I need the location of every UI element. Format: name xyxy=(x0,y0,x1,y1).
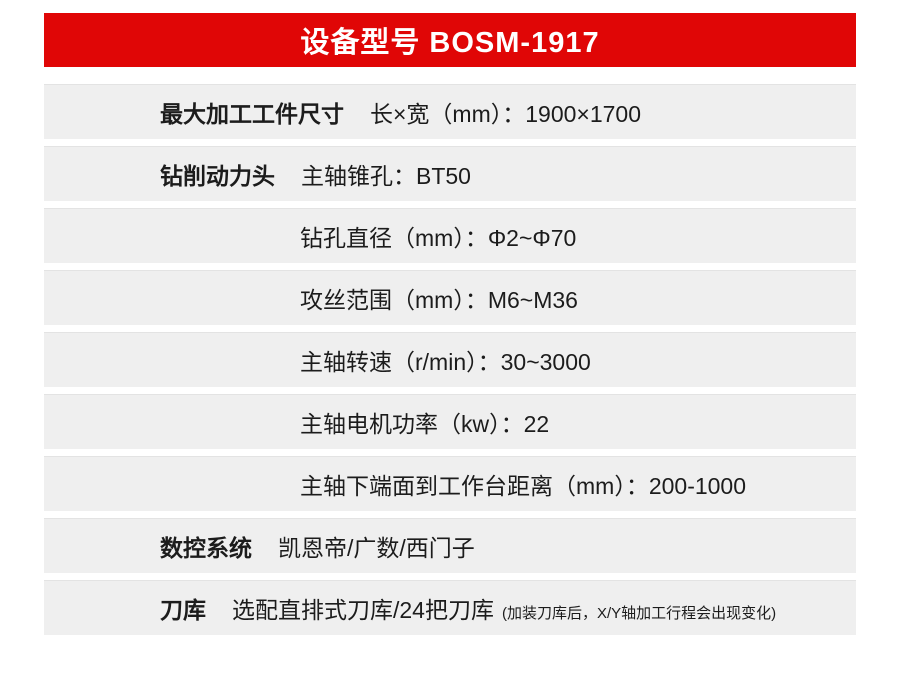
model-header-banner: 设备型号 BOSM-1917 xyxy=(44,13,856,67)
spec-row-tool-magazine: 刀库 选配直排式刀库/24把刀库 (加装刀库后，X/Y轴加工行程会出现变化) xyxy=(44,580,856,635)
spec-row-spindle-table-distance: 主轴下端面到工作台距离（mm）：200-1000 xyxy=(44,456,856,511)
spec-value: 主轴锥孔：BT50 xyxy=(301,163,471,189)
spec-value: 主轴转速（r/min）：30~3000 xyxy=(300,349,591,375)
spec-value: 钻孔直径（mm）：Φ2~Φ70 xyxy=(300,225,577,251)
spec-value: 选配直排式刀库/24把刀库 xyxy=(232,597,494,623)
spec-note: (加装刀库后，X/Y轴加工行程会出现变化) xyxy=(501,605,777,622)
model-title: 设备型号 BOSM-1917 xyxy=(300,27,600,59)
spec-label: 刀库 xyxy=(160,597,206,623)
spec-label: 数控系统 xyxy=(160,535,252,561)
spec-value: 主轴下端面到工作台距离（mm）：200-1000 xyxy=(300,473,747,499)
spec-row-tapping-range: 攻丝范围（mm）：M6~M36 xyxy=(44,270,856,325)
spec-label: 最大加工工件尺寸 xyxy=(160,101,344,127)
spec-row-cnc-system: 数控系统 凯恩帝/广数/西门子 xyxy=(44,518,856,573)
spec-row-workpiece-size: 最大加工工件尺寸 长×宽（mm）：1900×1700 xyxy=(44,84,856,139)
spec-row-motor-power: 主轴电机功率（kw）：22 xyxy=(44,394,856,449)
spec-value: 主轴电机功率（kw）：22 xyxy=(300,411,550,437)
spec-row-drilling-head: 钻削动力头 主轴锥孔：BT50 xyxy=(44,146,856,201)
spec-value: 凯恩帝/广数/西门子 xyxy=(278,535,475,561)
spec-value-group: 选配直排式刀库/24把刀库 (加装刀库后，X/Y轴加工行程会出现变化) xyxy=(232,591,776,625)
spec-row-drill-diameter: 钻孔直径（mm）：Φ2~Φ70 xyxy=(44,208,856,263)
spec-label: 钻削动力头 xyxy=(160,163,275,189)
spec-value: 攻丝范围（mm）：M6~M36 xyxy=(300,287,578,313)
spec-row-spindle-speed: 主轴转速（r/min）：30~3000 xyxy=(44,332,856,387)
spec-value: 长×宽（mm）：1900×1700 xyxy=(370,101,642,127)
